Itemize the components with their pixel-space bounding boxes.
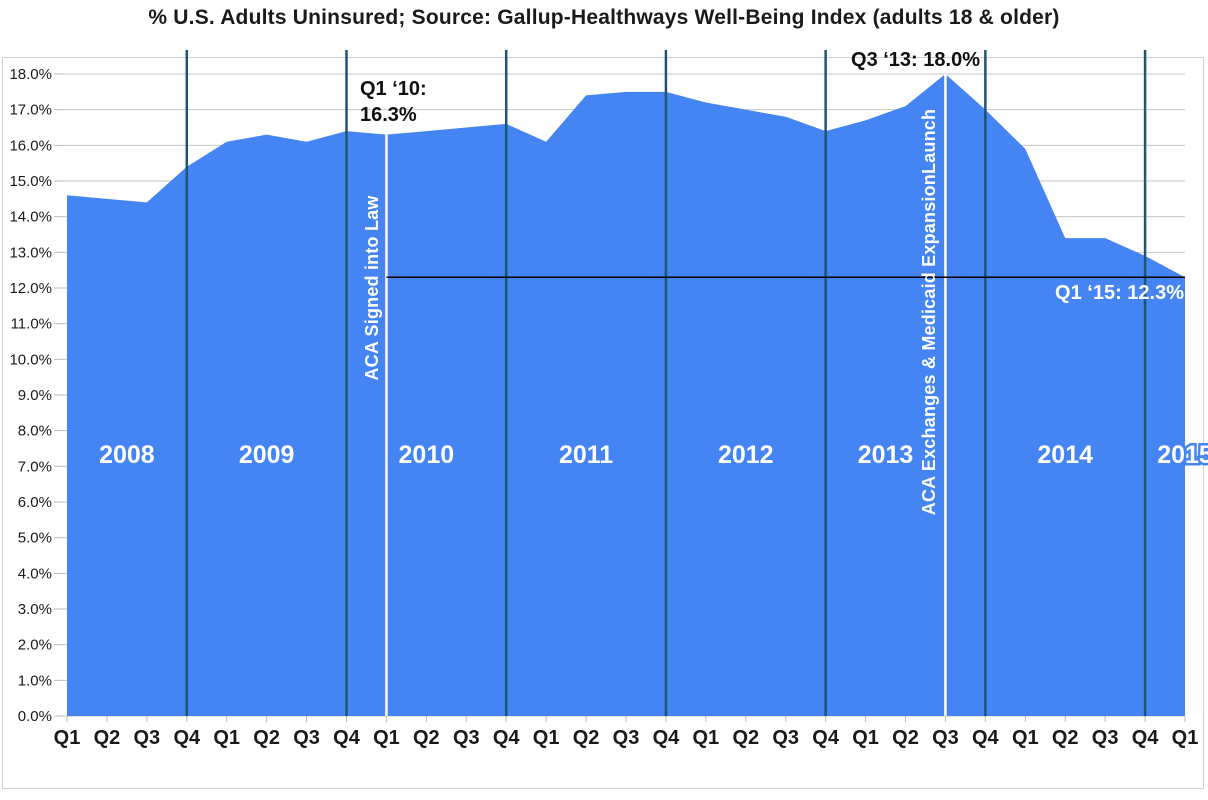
y-tick-label: 9.0% <box>18 387 52 404</box>
y-tick-label: 3.0% <box>18 601 52 618</box>
y-tick-label: 16.0% <box>9 137 52 154</box>
x-tick-label: Q2 <box>94 727 121 749</box>
y-tick-label: 18.0% <box>9 66 52 83</box>
x-tick-label: Q2 <box>732 727 759 749</box>
x-tick-label: Q4 <box>1132 727 1160 749</box>
year-label: 2012 <box>718 441 774 469</box>
y-tick-label: 17.0% <box>9 102 52 119</box>
year-label: 2014 <box>1037 441 1093 469</box>
year-label: 2009 <box>239 441 295 469</box>
x-tick-label: Q3 <box>134 727 161 749</box>
x-tick-label: Q4 <box>653 727 681 749</box>
x-tick-label: Q3 <box>613 727 640 749</box>
event-label-aca-exchanges: ACA Exchanges & Medicaid ExpansionLaunch <box>918 108 939 516</box>
annotation-q1-2010-line2: 16.3% <box>360 104 417 126</box>
x-tick-label: Q1 <box>54 727 81 749</box>
x-tick-label: Q3 <box>1092 727 1119 749</box>
y-tick-label: 11.0% <box>11 316 52 333</box>
y-tick-label: 0.0% <box>18 708 52 725</box>
y-tick-label: 5.0% <box>18 530 52 547</box>
year-label: 2013 <box>858 441 914 469</box>
x-tick-label: Q2 <box>413 727 440 749</box>
x-tick-label: Q3 <box>293 727 320 749</box>
y-tick-label: 13.0% <box>9 244 52 261</box>
x-tick-label: Q4 <box>333 727 361 749</box>
annotation-q1-2010: Q1 ‘10: 16.3% <box>360 76 490 128</box>
x-tick-label: Q1 <box>213 727 240 749</box>
x-tick-label: Q1 <box>693 727 720 749</box>
annotation-q1-2015: Q1 ‘15: 12.3% <box>1055 282 1184 304</box>
year-label: 2010 <box>399 441 455 469</box>
y-tick-label: 2.0% <box>18 637 52 654</box>
y-tick-label: 6.0% <box>18 494 52 511</box>
area-series-uninsured <box>67 74 1185 716</box>
x-tick-label: Q2 <box>1052 727 1079 749</box>
y-tick-label: 10.0% <box>9 351 52 368</box>
x-tick-label: Q3 <box>453 727 480 749</box>
x-tick-label: Q2 <box>573 727 600 749</box>
x-tick-label: Q3 <box>932 727 959 749</box>
y-tick-label: 12.0% <box>9 280 52 297</box>
chart-frame <box>2 57 1204 789</box>
x-tick-label: Q3 <box>772 727 799 749</box>
year-label: 2015 <box>1157 441 1208 469</box>
x-tick-label: Q1 <box>373 727 400 749</box>
annotation-q1-2010-line1: Q1 ‘10: <box>360 78 427 100</box>
y-tick-label: 7.0% <box>18 458 52 475</box>
year-label: 2008 <box>99 441 155 469</box>
x-tick-label: Q2 <box>892 727 919 749</box>
y-tick-label: 15.0% <box>9 173 52 190</box>
x-tick-label: Q4 <box>812 727 840 749</box>
y-tick-label: 8.0% <box>18 423 52 440</box>
y-tick-label: 4.0% <box>18 565 52 582</box>
y-tick-label: 14.0% <box>9 209 52 226</box>
x-tick-label: Q4 <box>493 727 521 749</box>
x-tick-label: Q4 <box>972 727 1000 749</box>
x-tick-label: Q2 <box>253 727 280 749</box>
x-tick-label: Q1 <box>533 727 560 749</box>
x-tick-label: Q1 <box>1172 727 1199 749</box>
x-tick-label: Q1 <box>852 727 879 749</box>
event-label-aca-signed: ACA Signed into Law <box>361 195 382 381</box>
chart-title: % U.S. Adults Uninsured; Source: Gallup-… <box>148 6 1060 29</box>
x-tick-label: Q4 <box>173 727 201 749</box>
annotation-q3-2013: Q3 ‘13: 18.0% <box>851 49 980 71</box>
y-tick-label: 1.0% <box>18 672 52 689</box>
x-tick-label: Q1 <box>1012 727 1039 749</box>
year-label: 2011 <box>559 441 613 469</box>
